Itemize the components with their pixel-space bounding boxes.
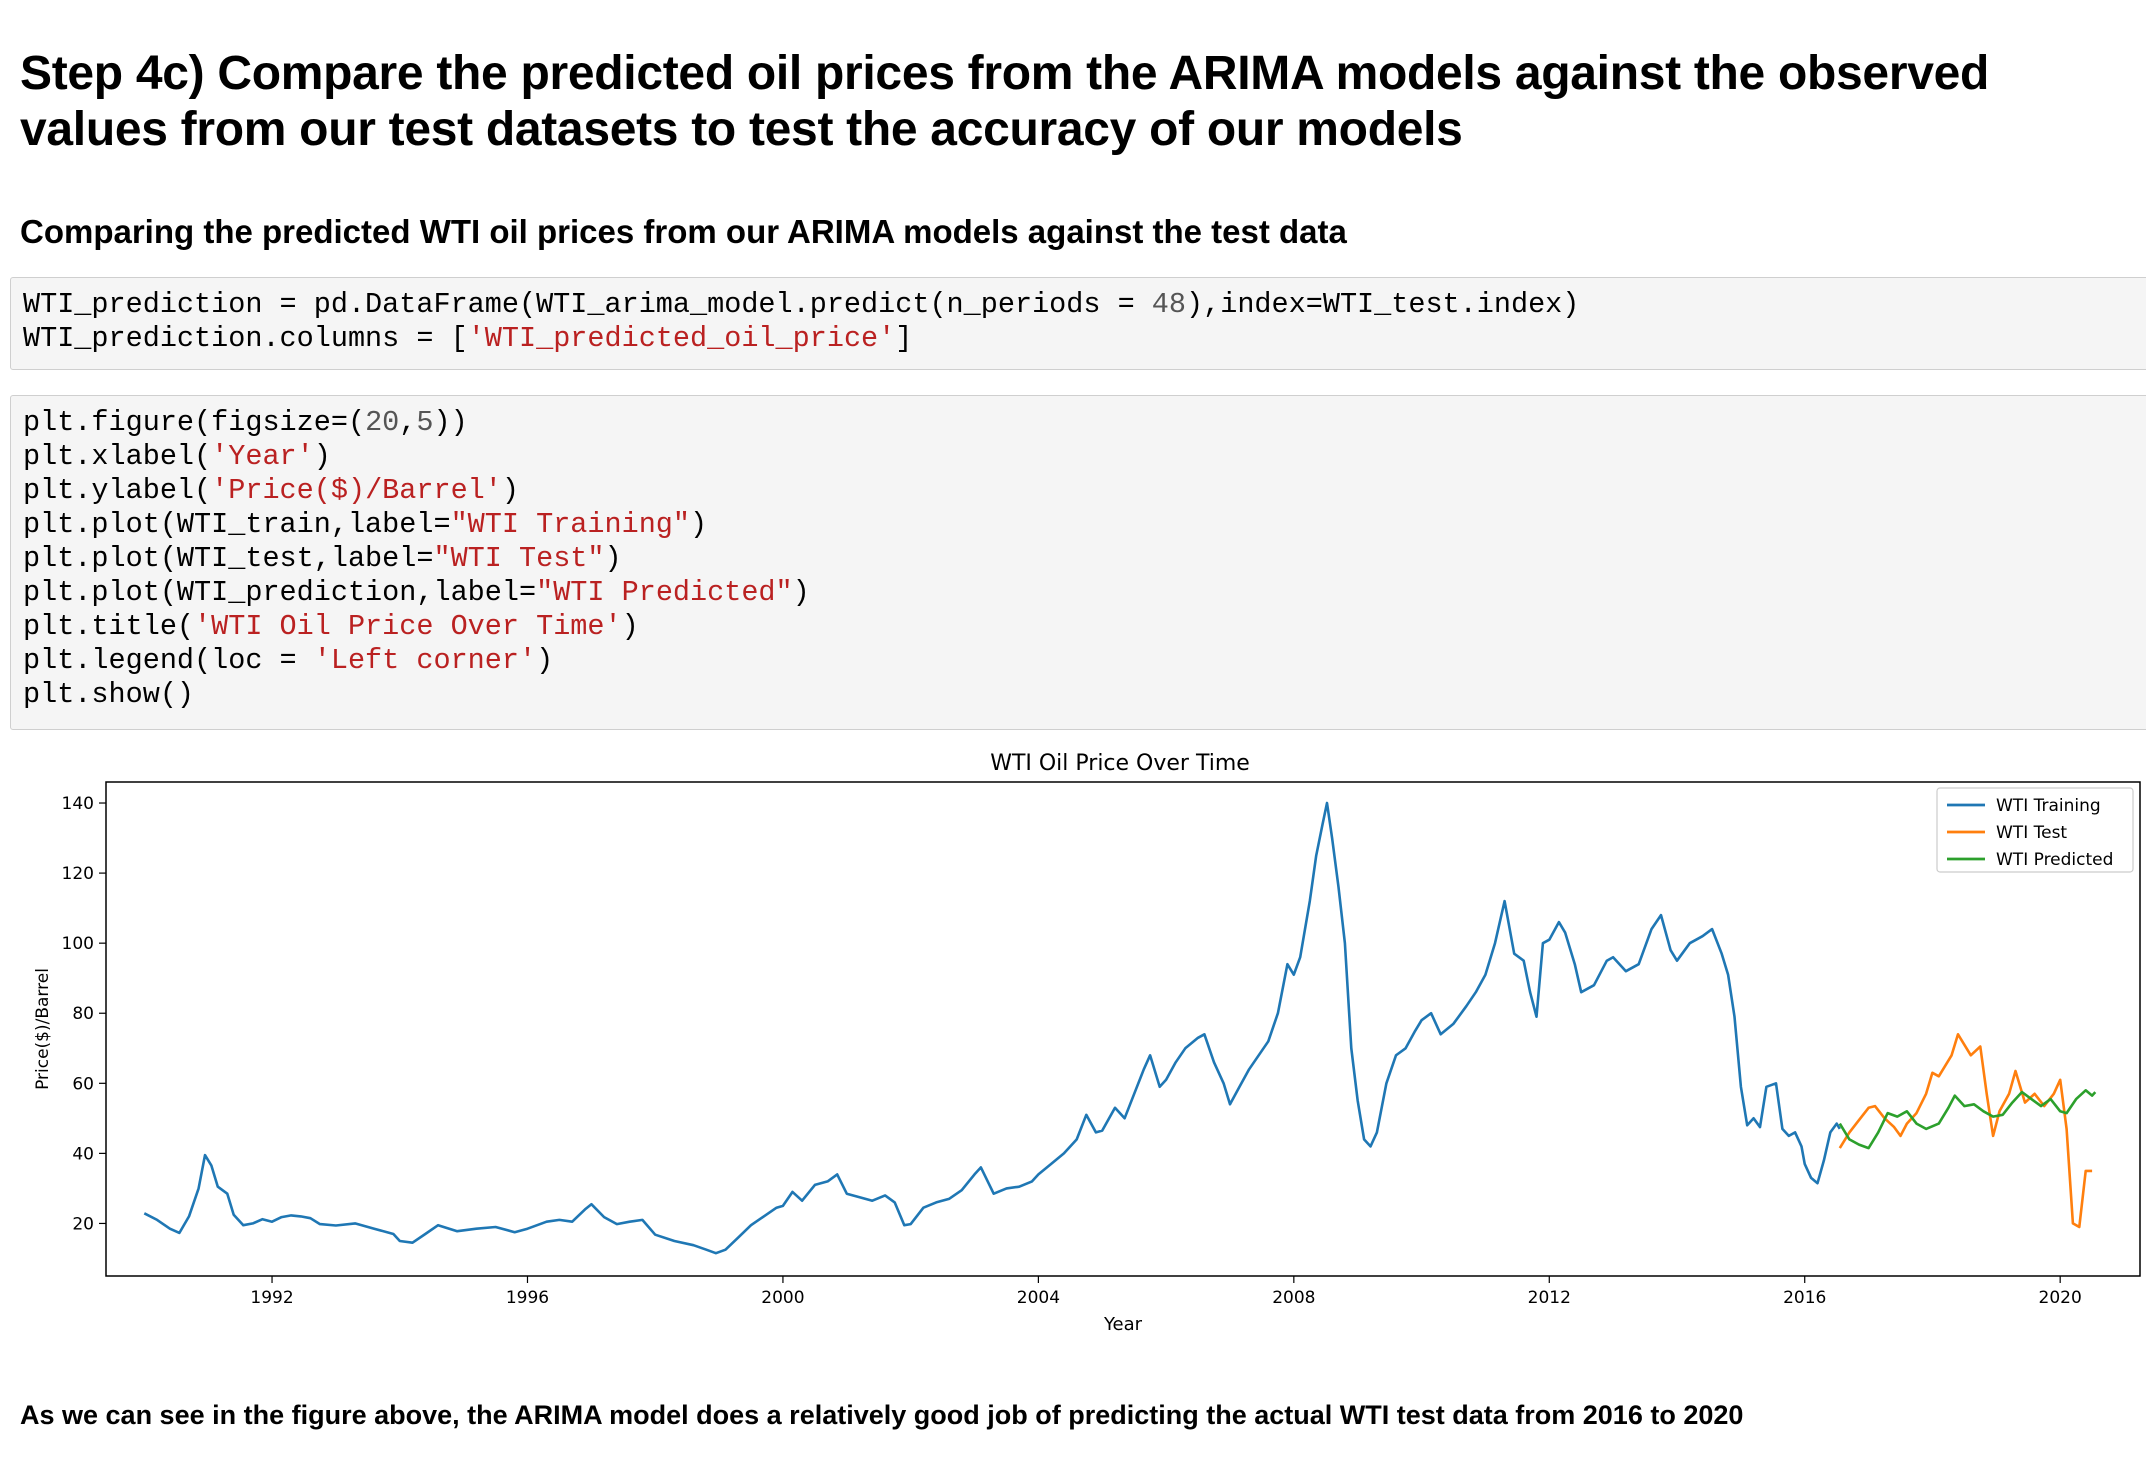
section-subheading: Comparing the predicted WTI oil prices f… [20,213,1347,250]
code-line: plt.legend(loc = 'Left corner') [23,644,554,677]
x-tick-label: 2020 [2039,1288,2082,1308]
page-heading: Step 4c) Compare the predicted oil price… [20,47,1990,156]
chart-title: WTI Oil Price Over Time [990,751,1250,776]
x-tick-label: 2012 [1528,1288,1571,1308]
plot-area [105,781,2141,1277]
series-line-0 [143,801,1841,1255]
conclusion-text: As we can see in the figure above, the A… [20,1400,1744,1430]
code-line: plt.xlabel('Year') [23,440,331,473]
chart-output: WTI Oil Price Over Time 20 40 60 80 100 120 14… [10,740,2146,1340]
x-axis-label: Year [1103,1314,1143,1335]
y-tick-label: 60 [72,1074,94,1094]
legend-label: WTI Training [1996,796,2101,816]
y-tick-label: 140 [62,794,94,814]
code-cell-plot[interactable]: plt.figure(figsize=(20,5)) plt.xlabel('Y… [10,395,2146,730]
code-line: WTI_prediction = pd.DataFrame(WTI_arima_… [23,288,1580,321]
code-cell-prediction[interactable]: WTI_prediction = pd.DataFrame(WTI_arima_… [10,277,2146,370]
x-tick-label: 1992 [250,1288,293,1308]
x-tick-label: 2000 [761,1288,804,1308]
series-line-1 [1838,1033,2093,1229]
y-tick-label: 80 [72,1004,94,1024]
code-input[interactable]: WTI_prediction = pd.DataFrame(WTI_arima_… [23,288,2146,356]
code-line: plt.ylabel('Price($)/Barrel') [23,474,519,507]
code-line: WTI_prediction.columns = ['WTI_predicted… [23,322,913,355]
code-input[interactable]: plt.figure(figsize=(20,5)) plt.xlabel('Y… [23,406,2146,712]
legend-label: WTI Predicted [1996,850,2113,870]
chart-legend: WTI Training WTI Test WTI Predicted [1936,787,2134,873]
code-line: plt.title('WTI Oil Price Over Time') [23,610,639,643]
y-tick-label: 40 [72,1144,94,1164]
y-tick-label: 120 [62,864,94,884]
code-line: plt.show() [23,678,195,711]
code-line: plt.plot(WTI_prediction,label="WTI Predi… [23,576,810,609]
code-line: plt.plot(WTI_test,label="WTI Test") [23,542,622,575]
y-axis: 20 40 60 80 100 120 140 [62,794,106,1234]
x-tick-label: 2016 [1783,1288,1826,1308]
legend-label: WTI Test [1996,823,2067,843]
y-axis-label: Price($)/Barrel [33,968,53,1090]
x-axis: 1992 1996 2000 2004 2008 2012 2016 2020 [250,1276,2082,1308]
series-line-2 [1838,1089,2097,1150]
y-tick-label: 100 [62,934,94,954]
line-chart: WTI Oil Price Over Time 20 40 60 80 100 120 14… [33,751,2141,1335]
code-line: plt.plot(WTI_train,label="WTI Training") [23,508,708,541]
series-lines [143,801,2097,1255]
x-tick-label: 1996 [506,1288,549,1308]
x-tick-label: 2008 [1272,1288,1315,1308]
y-tick-label: 20 [72,1214,94,1234]
code-line: plt.figure(figsize=(20,5)) [23,406,468,439]
legend-box [1936,787,2134,873]
x-tick-label: 2004 [1017,1288,1060,1308]
